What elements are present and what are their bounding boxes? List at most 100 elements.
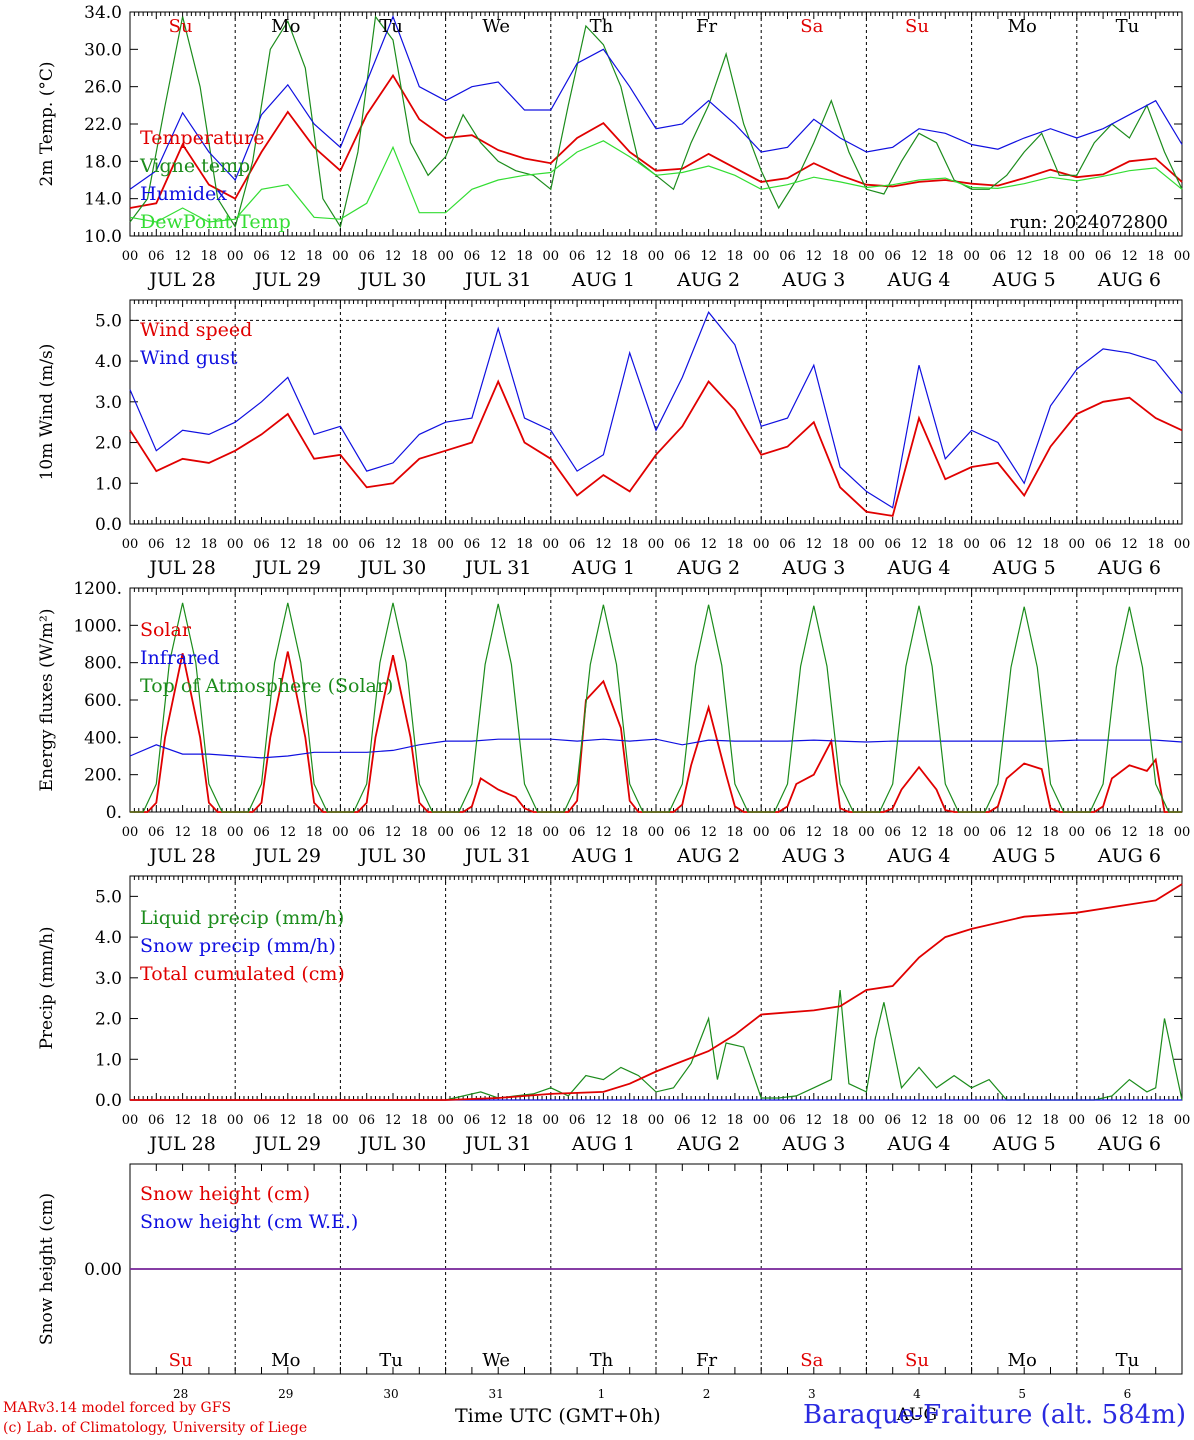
hour-tick-label: 00	[1069, 1113, 1086, 1128]
hour-tick-label: 18	[516, 825, 533, 840]
date-label: AUG 4	[886, 1133, 950, 1155]
legend-entry: Temperature	[140, 127, 264, 149]
y-tick-label: 2.0	[95, 1010, 122, 1030]
hour-tick-label: 06	[253, 825, 270, 840]
day-of-week-label: Mo	[1008, 1350, 1037, 1371]
hour-tick-label: 06	[884, 537, 901, 552]
series-line-dewpoint-temp	[129, 140, 1183, 223]
y-tick-label: 14.0	[84, 190, 122, 210]
date-label: AUG 3	[781, 1133, 845, 1155]
hour-tick-label: 18	[201, 249, 218, 264]
hour-tick-label: 06	[148, 249, 165, 264]
day-number-label: 2	[703, 1387, 711, 1401]
date-label: AUG 6	[1097, 845, 1161, 867]
date-label: AUG 5	[992, 269, 1056, 291]
hour-tick-label: 12	[1121, 825, 1138, 840]
hour-tick-label: 12	[385, 1113, 402, 1128]
hour-tick-label: 06	[253, 537, 270, 552]
hour-tick-label: 18	[621, 825, 638, 840]
day-of-week-label: Fr	[696, 16, 717, 37]
date-label: AUG 1	[571, 557, 635, 579]
series-line-humidex	[129, 15, 1183, 190]
date-label: AUG 2	[676, 845, 740, 867]
hour-tick-label: 00	[437, 1113, 454, 1128]
hour-tick-label: 00	[648, 825, 665, 840]
hour-tick-label: 06	[358, 1113, 375, 1128]
hour-tick-label: 06	[253, 1113, 270, 1128]
hour-tick-label: 12	[280, 825, 297, 840]
hour-tick-label: 18	[832, 825, 849, 840]
day-of-week-label: Tu	[379, 16, 403, 37]
hour-tick-label: 06	[569, 537, 586, 552]
hour-tick-label: 12	[1016, 537, 1033, 552]
series-line-temperature	[129, 73, 1183, 209]
hour-tick-label: 00	[753, 825, 770, 840]
y-tick-label: 26.0	[84, 78, 122, 98]
hour-tick-label: 06	[990, 537, 1007, 552]
date-label: AUG 6	[1097, 557, 1161, 579]
hour-tick-label: 12	[1121, 249, 1138, 264]
hour-tick-label: 12	[174, 825, 191, 840]
hour-tick-label: 18	[411, 249, 428, 264]
hour-tick-label: 12	[490, 537, 507, 552]
date-label: JUL 30	[358, 845, 426, 867]
hour-tick-label: 00	[1174, 825, 1191, 840]
hour-tick-label: 12	[700, 537, 717, 552]
hour-tick-label: 06	[674, 537, 691, 552]
hour-tick-label: 18	[1042, 537, 1059, 552]
legend-entry: Snow height (cm)	[140, 1183, 310, 1205]
hour-tick-label: 18	[411, 825, 428, 840]
hour-tick-label: 18	[937, 537, 954, 552]
y-axis-label: Energy fluxes (W/m²)	[37, 609, 57, 792]
day-of-week-label: Sa	[800, 1350, 823, 1371]
hour-tick-label: 00	[227, 825, 244, 840]
hour-tick-label: 00	[1174, 249, 1191, 264]
hour-tick-label: 00	[227, 249, 244, 264]
hour-tick-label: 12	[385, 537, 402, 552]
hour-tick-label: 00	[963, 537, 980, 552]
hour-tick-label: 18	[1042, 1113, 1059, 1128]
hour-tick-label: 06	[1095, 1113, 1112, 1128]
hour-tick-label: 18	[727, 249, 744, 264]
day-number-label: 1	[598, 1387, 606, 1401]
hour-tick-label: 00	[437, 825, 454, 840]
date-label: JUL 30	[358, 1133, 426, 1155]
hour-tick-label: 00	[858, 1113, 875, 1128]
day-of-week-label: We	[482, 1350, 510, 1371]
date-label: JUL 30	[358, 557, 426, 579]
legend-entry: Wind gust	[140, 347, 238, 369]
date-label: AUG 2	[676, 269, 740, 291]
hour-tick-label: 12	[174, 1113, 191, 1128]
legend-entry: Infrared	[140, 647, 220, 669]
hour-tick-label: 00	[122, 249, 139, 264]
date-label: AUG 3	[781, 557, 845, 579]
hour-tick-label: 18	[411, 537, 428, 552]
hour-tick-label: 00	[122, 1113, 139, 1128]
y-tick-label: 30.0	[84, 40, 122, 60]
hour-tick-label: 18	[516, 1113, 533, 1128]
y-tick-label: 0.00	[84, 1260, 122, 1280]
date-label: JUL 28	[147, 269, 215, 291]
hour-tick-label: 12	[911, 249, 928, 264]
hour-tick-label: 18	[306, 537, 323, 552]
chart-panel-2: 0.0 1.0 2.0 3.0 4.0 5.0 10m Wind (m/s) Wind spe…	[37, 299, 1191, 579]
hour-tick-label: 18	[201, 825, 218, 840]
y-axis-label: Snow height (cm)	[37, 1193, 57, 1345]
date-label: JUL 29	[253, 1133, 321, 1155]
hour-tick-label: 00	[963, 825, 980, 840]
date-label: AUG 3	[781, 845, 845, 867]
hour-tick-label: 12	[911, 825, 928, 840]
hour-tick-label: 18	[937, 1113, 954, 1128]
date-label: AUG 4	[886, 269, 950, 291]
hour-tick-label: 18	[1147, 1113, 1164, 1128]
credit-model: MARv3.14 model forced by GFS	[3, 1400, 232, 1416]
legend-entry: Snow precip (mm/h)	[140, 935, 336, 957]
y-tick-label: 22.0	[84, 115, 122, 135]
y-tick-label: 1.0	[95, 1050, 122, 1070]
hour-tick-label: 00	[543, 537, 560, 552]
hour-tick-label: 00	[227, 537, 244, 552]
hour-tick-label: 18	[937, 825, 954, 840]
day-number-label: 30	[383, 1387, 398, 1401]
hour-tick-label: 00	[1174, 537, 1191, 552]
hour-tick-label: 06	[884, 1113, 901, 1128]
